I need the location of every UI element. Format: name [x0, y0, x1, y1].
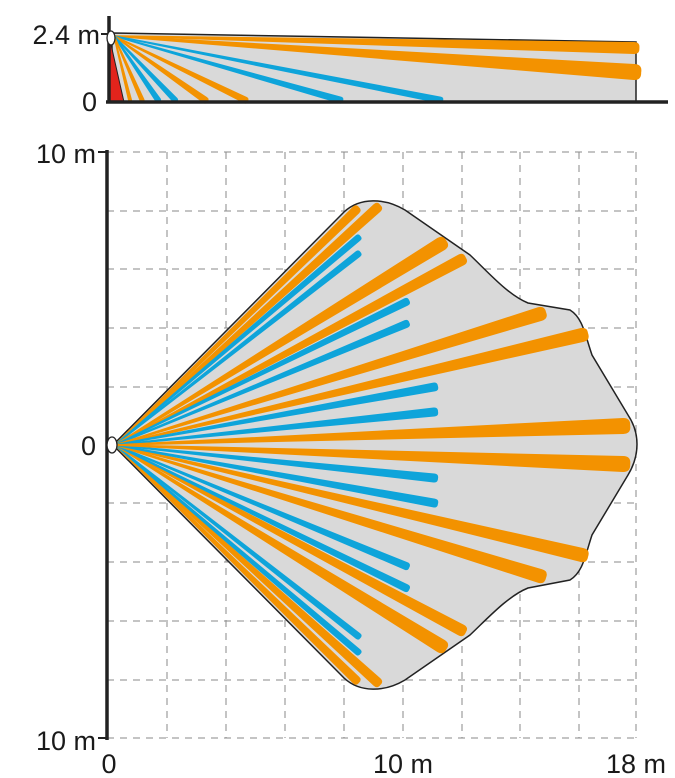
side-view: 2.4 m 0	[32, 16, 668, 117]
top-view-coverage-area	[113, 201, 637, 689]
side-view-height-zero-label: 0	[82, 87, 97, 117]
top-view: 10 m 0 10 m 0 10 m 18 m	[36, 139, 666, 778]
side-view-height-max-label: 2.4 m	[32, 20, 100, 50]
top-view-x-max-label: 18 m	[606, 749, 666, 778]
side-view-sensor-icon	[107, 31, 115, 45]
pir-sensor-icon	[107, 437, 117, 453]
top-view-x-mid-label: 10 m	[373, 749, 433, 778]
top-view-x-zero-label: 0	[101, 749, 116, 778]
top-view-y-top-label: 10 m	[36, 139, 96, 169]
top-view-y-zero-label: 0	[81, 431, 96, 461]
top-view-y-bottom-label: 10 m	[36, 726, 96, 756]
